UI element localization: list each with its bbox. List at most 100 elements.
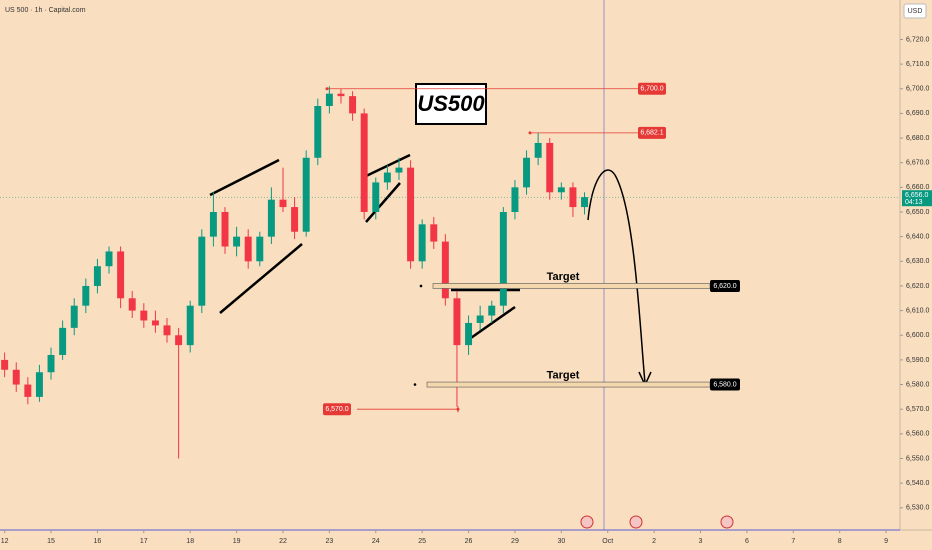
candle-body	[47, 354, 55, 373]
candle-body	[557, 187, 565, 193]
y-tick-label: 6,710.0	[906, 61, 929, 68]
trendlines	[209, 153, 520, 342]
y-tick-label: 6,660.0	[906, 184, 929, 191]
x-tick-label: 22	[279, 538, 287, 545]
y-tick-label: 6,650.0	[906, 209, 929, 216]
y-tick-label: 6,550.0	[906, 455, 929, 462]
target-text: Target	[547, 369, 580, 381]
candle-body	[488, 305, 496, 316]
candle-body	[256, 236, 264, 262]
level-tag	[638, 126, 666, 139]
y-tick-label: 6,590.0	[906, 357, 929, 364]
candle-body	[163, 325, 171, 336]
candle-body	[418, 224, 426, 262]
target-dot	[419, 284, 423, 288]
level-tag-text: 6,682.1	[640, 130, 663, 137]
y-tick-label: 6,540.0	[906, 480, 929, 487]
candle-body	[476, 315, 484, 323]
candle-body	[82, 285, 90, 306]
y-tick-label: 6,610.0	[906, 307, 929, 314]
x-tick-label: 30	[557, 538, 565, 545]
x-tick-label: 29	[511, 538, 519, 545]
candle-body	[267, 199, 275, 237]
candle-body	[383, 172, 391, 183]
x-tick-label: 19	[233, 538, 241, 545]
candle-body	[511, 187, 519, 212]
candle-body	[337, 93, 345, 97]
y-tick-label: 6,620.0	[906, 283, 929, 290]
level-tag-text: 6,570.0	[325, 406, 348, 413]
candle-body	[140, 310, 148, 321]
x-tick-label: 16	[94, 538, 102, 545]
candle-body	[279, 199, 287, 208]
y-tick-label: 6,560.0	[906, 431, 929, 438]
level-tag	[323, 403, 351, 416]
level-dot	[528, 131, 532, 135]
candle-body	[35, 372, 43, 397]
candle-body	[349, 96, 357, 114]
candle-body	[302, 157, 310, 232]
last-price-label: 6,656.0	[905, 192, 928, 199]
candle-body	[314, 106, 322, 158]
candle-body	[453, 298, 461, 346]
candle-body	[59, 327, 67, 355]
event-icons	[580, 515, 734, 529]
target-text: Target	[547, 271, 580, 283]
level-tag	[638, 82, 666, 95]
candle-body	[360, 113, 368, 212]
y-tick-label: 6,670.0	[906, 160, 929, 167]
x-tick-label: 18	[186, 538, 194, 545]
last-price-tag	[902, 190, 932, 207]
x-tick-label: 17	[140, 538, 148, 545]
candle-body	[499, 212, 507, 306]
x-tick-label: 23	[325, 538, 333, 545]
y-tick-label: 6,530.0	[906, 505, 929, 512]
candle-body	[1, 359, 9, 370]
candle-body	[465, 322, 473, 346]
countdown: 04:13	[905, 199, 923, 206]
y-tick-label: 6,630.0	[906, 258, 929, 265]
y-tick-label: 6,720.0	[906, 36, 929, 43]
candle-body	[24, 384, 32, 397]
y-tick-label: 6,680.0	[906, 135, 929, 142]
x-tick-label: 26	[465, 538, 473, 545]
chart-title: US 500 · 1h · Capital.com	[5, 7, 86, 14]
target-tag	[710, 378, 740, 391]
candle-body	[372, 182, 380, 212]
candle-body	[175, 335, 183, 346]
candle-body	[581, 197, 589, 208]
level-tag-text: 6,700.0	[640, 86, 663, 93]
target-zone	[426, 381, 711, 388]
x-tick-label: Oct	[602, 538, 613, 545]
candle-body	[569, 187, 577, 208]
target-dot	[413, 383, 417, 386]
currency-box	[903, 3, 927, 19]
candle-body	[117, 251, 125, 299]
currency: USD	[908, 8, 923, 15]
x-tick-label: 12	[1, 538, 9, 545]
candle-body	[186, 305, 194, 346]
candle-body	[523, 157, 531, 188]
y-tick-label: 6,700.0	[906, 86, 929, 93]
candle-body	[395, 167, 403, 173]
candle-body	[325, 93, 333, 106]
x-tick-label: 15	[47, 538, 55, 545]
x-tick-label: 8	[838, 538, 842, 545]
y-tick-label: 6,640.0	[906, 233, 929, 240]
candle-body	[221, 212, 229, 247]
candle-body	[12, 369, 20, 385]
candle-body	[430, 224, 438, 242]
candle-body	[93, 266, 101, 286]
candle-body	[291, 207, 299, 232]
x-tick-label: 25	[418, 538, 426, 545]
candle-body	[244, 236, 252, 262]
x-tick-label: 9	[884, 538, 888, 545]
candle-body	[534, 142, 542, 158]
candle-body	[70, 305, 78, 328]
target-tag-text: 6,620.0	[713, 283, 736, 290]
candle-body	[546, 142, 554, 193]
candle-body	[441, 241, 449, 299]
level-dot	[325, 87, 329, 91]
